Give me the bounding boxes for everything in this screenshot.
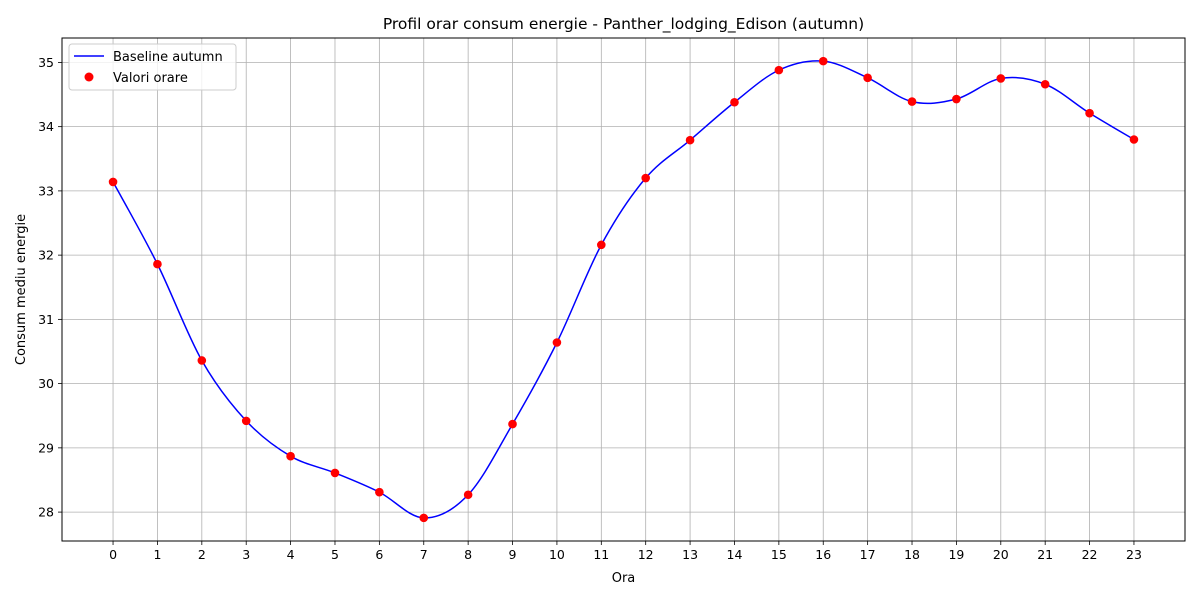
hourly-value-point [153,259,162,269]
y-tick-label: 28 [38,505,54,520]
hourly-value-point [375,487,384,497]
hourly-value-point [597,240,606,250]
hourly-value-point [996,74,1006,83]
y-tick-label: 33 [38,183,54,198]
y-tick-label: 32 [38,248,54,263]
y-tick-label: 34 [38,119,54,134]
x-tick-label: 11 [593,547,609,562]
hourly-value-point [286,451,295,461]
x-tick-label: 15 [771,547,787,562]
hourly-value-point [552,338,562,347]
x-axis-label: Ora [612,571,636,586]
y-axis: 28 29 30 31 32 33 34 35 [38,55,62,520]
x-tick-label: 16 [815,547,831,562]
hourly-value-point [508,419,517,429]
y-tick-label: 31 [38,312,54,327]
hourly-value-point [730,97,739,107]
x-axis: 0 1 2 3 4 5 6 7 8 9 10 11 12 13 14 15 16 17 18 19 20 21 22 23 [109,541,1142,562]
hourly-value-point [241,416,251,426]
hourly-value-point [463,490,473,500]
x-tick-label: 0 [109,547,117,562]
x-tick-label: 18 [904,547,920,562]
x-tick-label: 9 [509,547,517,562]
hourly-value-point [197,356,207,365]
hourly-value-point [907,97,917,106]
grid [62,38,1185,541]
legend-box [68,43,237,91]
y-tick-label: 35 [38,55,54,70]
hourly-value-point [952,94,961,104]
x-tick-label: 2 [198,547,206,562]
legend-dot-swatch [84,72,94,82]
y-tick-label: 29 [38,440,54,455]
x-tick-label: 20 [993,547,1009,562]
x-tick-label: 19 [948,547,964,562]
chart-title: Profil orar consum energie - Panther_lod… [383,15,864,34]
x-tick-label: 8 [464,547,472,562]
x-tick-label: 22 [1082,547,1098,562]
plot-area [108,56,1139,523]
x-tick-label: 6 [375,547,383,562]
hourly-value-point [1085,108,1094,118]
hourly-value-point [108,177,118,187]
hourly-value-point [641,173,650,183]
hourly-value-point [818,56,828,66]
hourly-value-point [774,65,784,75]
hourly-value-point [863,73,872,83]
hourly-value-point [685,135,695,145]
x-tick-label: 12 [638,547,654,562]
x-tick-label: 17 [860,547,876,562]
y-tick-label: 30 [38,376,54,391]
x-tick-label: 23 [1126,547,1142,562]
x-tick-label: 14 [727,547,743,562]
x-tick-label: 5 [331,547,339,562]
hourly-value-point [1129,135,1139,144]
x-tick-label: 21 [1037,547,1053,562]
x-tick-label: 1 [153,547,161,562]
legend-label-values: Valori orare [113,71,188,86]
hourly-value-point [419,513,429,523]
x-tick-label: 10 [549,547,565,562]
legend: Baseline autumn Valori orare [68,43,237,91]
hourly-value-point [1040,79,1050,89]
axes-frame [61,37,1186,542]
x-tick-label: 3 [242,547,250,562]
legend-label-baseline: Baseline autumn [113,50,223,65]
y-axis-label: Consum mediu energie [14,214,29,365]
x-tick-label: 4 [287,547,295,562]
hourly-value-point [330,468,340,478]
x-tick-label: 7 [420,547,428,562]
x-tick-label: 13 [682,547,698,562]
